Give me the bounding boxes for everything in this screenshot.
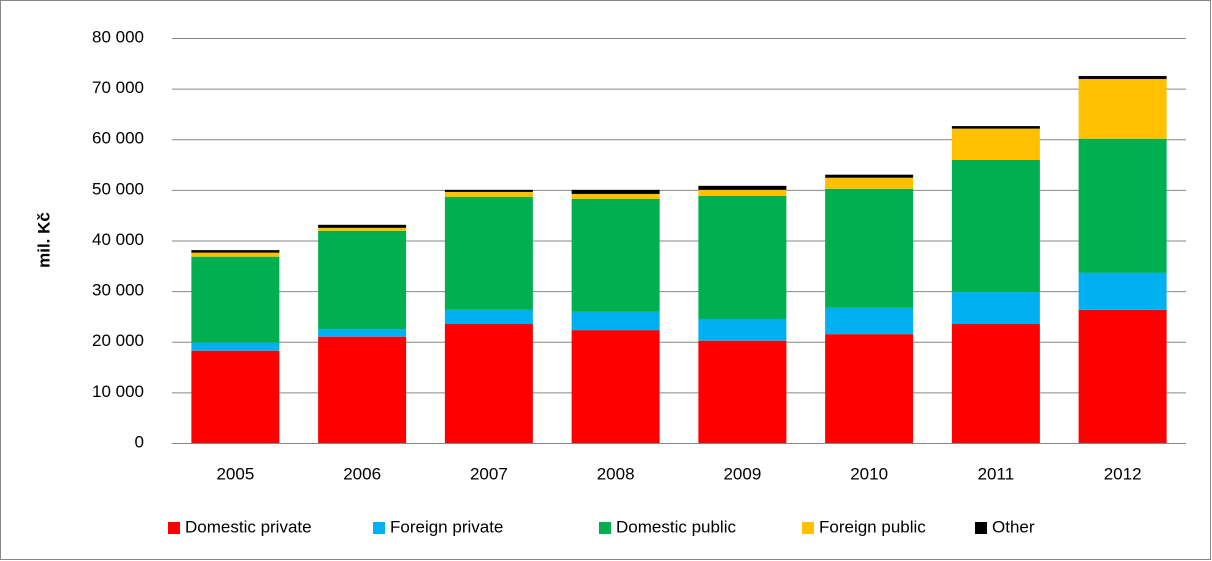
bar-segment [951, 126, 1040, 129]
bar-segment [1078, 272, 1167, 310]
bar-segment [318, 227, 407, 231]
bar-segment [1078, 309, 1167, 443]
x-tick-label: 2009 [723, 464, 761, 483]
bar-segment [698, 189, 787, 196]
bar-segment [698, 340, 787, 443]
legend-label: Domestic private [185, 517, 312, 536]
x-tick-label: 2005 [216, 464, 254, 483]
x-tick-label: 2006 [343, 464, 381, 483]
bar-segment [571, 193, 660, 199]
bar-segment [951, 324, 1040, 443]
bar-segment [318, 336, 407, 443]
bar-segment [191, 350, 280, 443]
bar-segment [951, 160, 1040, 293]
y-tick-label: 30 000 [92, 281, 144, 300]
y-tick-label: 70 000 [92, 78, 144, 97]
bar-segment [571, 330, 660, 443]
bar-segment [1078, 75, 1167, 80]
bar-segment [444, 191, 533, 197]
y-tick-label: 40 000 [92, 230, 144, 249]
y-tick-label: 0 [135, 432, 144, 451]
bar-segment [825, 174, 914, 178]
bar-segment [444, 309, 533, 325]
bar-segment [318, 329, 407, 337]
legend-label: Domestic public [616, 517, 736, 536]
bar-segment [191, 250, 280, 253]
bar-segment [571, 311, 660, 331]
x-tick-label: 2007 [470, 464, 508, 483]
legend-label: Foreign private [390, 517, 503, 536]
legend-swatch [802, 522, 814, 534]
y-axis-label: mil. Kč [34, 212, 53, 268]
legend-swatch [599, 522, 611, 534]
x-tick-label: 2010 [850, 464, 888, 483]
bar-segment [825, 334, 914, 443]
bar-segment [951, 128, 1040, 161]
bar-segment [1078, 79, 1167, 139]
x-tick-label: 2012 [1104, 464, 1142, 483]
x-tick-label: 2011 [978, 464, 1015, 483]
y-tick-label: 10 000 [92, 382, 144, 401]
bar-segment [444, 196, 533, 310]
bar-segment [571, 198, 660, 312]
bar-segment [444, 324, 533, 443]
bar-segment [1078, 138, 1167, 273]
bar-segment [191, 256, 280, 343]
bar-segment [951, 292, 1040, 325]
bar-segment [698, 195, 787, 319]
y-tick-label: 80 000 [92, 27, 144, 46]
legend-label: Other [992, 517, 1035, 536]
bar-segment [191, 342, 280, 351]
legend-swatch [975, 522, 987, 534]
bar-segment [318, 224, 407, 228]
legend-swatch [373, 522, 385, 534]
x-tick-label: 2008 [597, 464, 635, 483]
bar-segment [571, 189, 660, 194]
bar-segment [698, 318, 787, 341]
legend-swatch [168, 522, 180, 534]
bar-segment [825, 307, 914, 335]
bar-segment [825, 177, 914, 189]
legend-label: Foreign public [819, 517, 926, 536]
y-tick-label: 20 000 [92, 331, 144, 350]
y-tick-label: 50 000 [92, 179, 144, 198]
y-tick-label: 60 000 [92, 129, 144, 148]
bar-segment [191, 252, 280, 257]
bar-segment [825, 188, 914, 308]
bar-segment [698, 185, 787, 190]
bar-segment [444, 189, 533, 192]
bar-segment [318, 230, 407, 330]
